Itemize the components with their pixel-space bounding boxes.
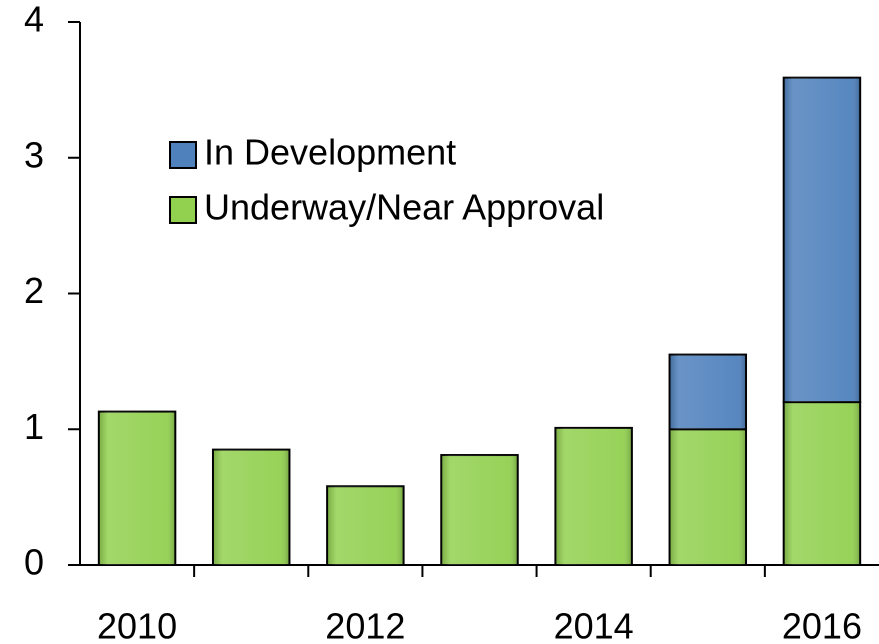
x-tick-label: 2014 [554, 606, 634, 644]
y-tick-label: 3 [24, 134, 44, 175]
bar-segment [782, 401, 862, 566]
x-tick-label: 2016 [782, 606, 862, 644]
bar-segment [97, 410, 177, 567]
bar-segment [782, 76, 862, 404]
y-tick-label: 4 [24, 0, 44, 40]
x-tick-label: 2012 [325, 606, 405, 644]
legend-label: Underway/Near Approval [204, 187, 604, 228]
bar-segment [440, 454, 519, 567]
bar-segment [326, 485, 405, 567]
legend-swatch [169, 196, 197, 224]
bar-segment [211, 448, 291, 566]
legend-swatch [169, 141, 197, 169]
bar-segment [668, 428, 748, 566]
bar-segment [554, 426, 633, 566]
x-tick-label: 2010 [97, 606, 177, 644]
y-tick-label: 2 [24, 270, 44, 311]
legend-label: In Development [204, 132, 456, 173]
bar-segment [668, 353, 748, 431]
y-tick-label: 0 [24, 542, 44, 583]
y-tick-label: 1 [24, 406, 44, 447]
